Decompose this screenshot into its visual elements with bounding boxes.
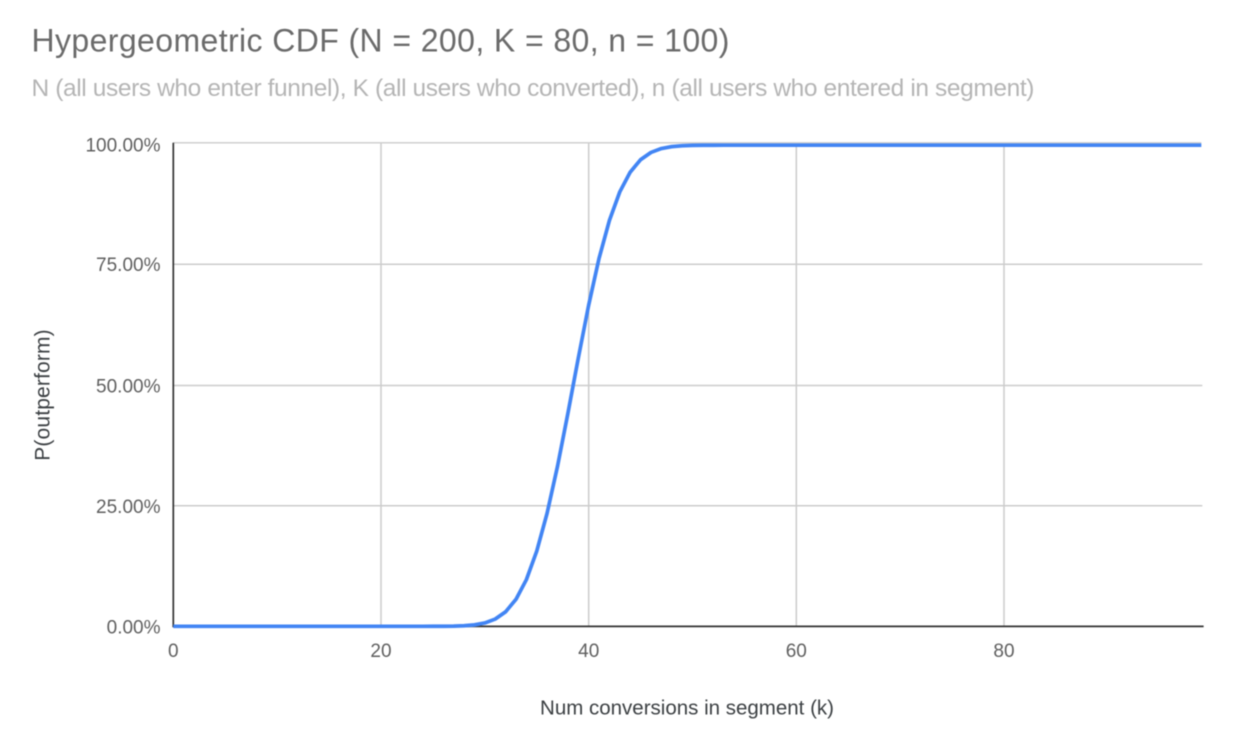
svg-text:60: 60 (786, 641, 807, 662)
svg-text:20: 20 (370, 641, 391, 662)
svg-text:P(outperform): P(outperform) (31, 329, 54, 461)
svg-text:50.00%: 50.00% (96, 376, 161, 397)
svg-text:Num conversions in segment (k): Num conversions in segment (k) (540, 697, 834, 720)
svg-text:80: 80 (993, 641, 1014, 662)
svg-text:0.00%: 0.00% (107, 617, 161, 638)
svg-text:Hypergeometric CDF (N = 200, K: Hypergeometric CDF (N = 200, K = 80, n =… (32, 22, 730, 58)
svg-text:0: 0 (168, 641, 179, 662)
svg-text:75.00%: 75.00% (96, 255, 161, 276)
svg-text:40: 40 (578, 641, 599, 662)
svg-text:25.00%: 25.00% (96, 497, 161, 518)
svg-text:100.00%: 100.00% (85, 136, 160, 157)
svg-text:N (all users who enter funnel): N (all users who enter funnel), K (all u… (32, 75, 1035, 102)
